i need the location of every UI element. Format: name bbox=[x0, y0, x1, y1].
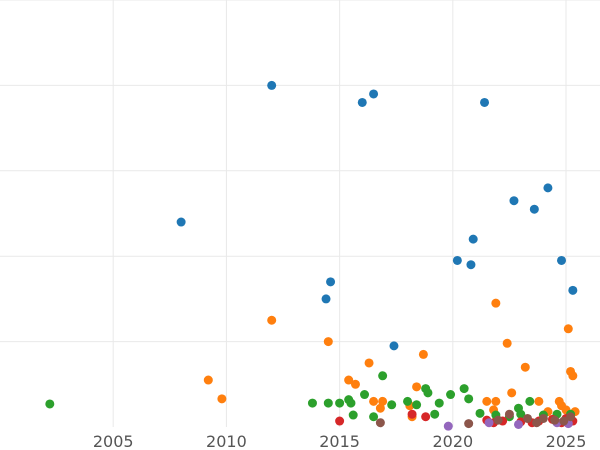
series-3-point-8 bbox=[369, 412, 379, 422]
series-2-point-12 bbox=[412, 382, 422, 392]
series-6-point-0 bbox=[375, 418, 385, 428]
series-1 bbox=[176, 80, 578, 351]
series-3-point-19 bbox=[464, 394, 474, 404]
series-2-point-3 bbox=[323, 337, 333, 347]
series-4-point-2 bbox=[421, 412, 431, 422]
series-6-point-6 bbox=[538, 413, 548, 423]
series-3-point-17 bbox=[446, 390, 456, 400]
series-1-point-15 bbox=[568, 285, 578, 295]
data-points bbox=[45, 80, 580, 431]
series-1-point-0 bbox=[176, 217, 186, 227]
series-3-point-10 bbox=[387, 400, 397, 410]
series-3-point-12 bbox=[412, 400, 422, 410]
series-2-point-6 bbox=[364, 358, 374, 368]
series-2 bbox=[203, 298, 580, 422]
series-3-point-5 bbox=[346, 398, 356, 408]
series-6-point-7 bbox=[550, 415, 560, 425]
series-3-point-20 bbox=[475, 408, 485, 418]
series-5-point-2 bbox=[513, 419, 523, 429]
x-tick-label: 2005 bbox=[93, 432, 134, 450]
series-3-point-11 bbox=[403, 396, 413, 406]
series-1-point-8 bbox=[466, 260, 476, 270]
series-6-point-4 bbox=[523, 413, 533, 423]
series-1-point-2 bbox=[321, 294, 331, 304]
x-axis-ticks: 2005 2010 2015 2020 2025 bbox=[93, 432, 587, 450]
series-2-point-9 bbox=[378, 396, 388, 406]
grid bbox=[0, 0, 600, 427]
series-2-point-7 bbox=[369, 396, 379, 406]
series-2-point-16 bbox=[491, 396, 501, 406]
series-4-point-1 bbox=[407, 409, 417, 419]
series-3-point-15 bbox=[430, 409, 440, 419]
series-2-point-13 bbox=[418, 349, 428, 359]
x-tick-label: 2010 bbox=[206, 432, 247, 450]
series-5-point-1 bbox=[484, 418, 494, 428]
series-1-point-7 bbox=[452, 255, 462, 265]
series-4-point-0 bbox=[335, 416, 345, 426]
series-3 bbox=[45, 371, 576, 422]
series-1-point-5 bbox=[369, 89, 379, 99]
series-1-point-1 bbox=[267, 80, 277, 90]
series-6 bbox=[375, 409, 576, 429]
series-3-point-9 bbox=[378, 371, 388, 381]
series-2-point-28 bbox=[568, 371, 578, 381]
series-6-point-3 bbox=[504, 409, 514, 419]
series-2-point-0 bbox=[203, 375, 213, 385]
series-3-point-18 bbox=[459, 384, 469, 394]
series-3-point-14 bbox=[423, 388, 433, 398]
series-1-point-9 bbox=[468, 234, 478, 244]
series-3-point-3 bbox=[335, 398, 345, 408]
series-2-point-8 bbox=[375, 403, 385, 413]
series-6-point-5 bbox=[532, 418, 542, 428]
series-2-point-17 bbox=[491, 298, 501, 308]
series-2-point-5 bbox=[350, 379, 360, 389]
x-tick-label: 2015 bbox=[319, 432, 360, 450]
x-tick-label: 2020 bbox=[432, 432, 473, 450]
series-1-point-6 bbox=[389, 341, 399, 351]
x-tick-label: 2025 bbox=[546, 432, 587, 450]
series-3-point-24 bbox=[516, 409, 526, 419]
series-3-point-0 bbox=[45, 399, 55, 409]
series-2-point-14 bbox=[482, 396, 492, 406]
series-2-point-1 bbox=[217, 394, 227, 404]
series-2-point-21 bbox=[534, 396, 544, 406]
series-5-point-0 bbox=[443, 421, 453, 431]
series-1-point-10 bbox=[480, 97, 490, 107]
series-3-point-7 bbox=[360, 390, 370, 400]
series-6-point-9 bbox=[566, 412, 576, 422]
series-1-point-12 bbox=[529, 204, 539, 214]
series-2-point-20 bbox=[520, 362, 530, 372]
series-3-point-25 bbox=[525, 396, 535, 406]
series-1-point-3 bbox=[326, 277, 336, 287]
series-6-point-2 bbox=[493, 415, 503, 425]
series-3-point-6 bbox=[348, 410, 358, 420]
series-6-point-1 bbox=[464, 419, 474, 429]
series-2-point-2 bbox=[267, 315, 277, 325]
series-1-point-13 bbox=[543, 183, 553, 193]
series-6-point-8 bbox=[559, 416, 569, 426]
series-2-point-18 bbox=[502, 338, 512, 348]
series-2-point-19 bbox=[507, 388, 517, 398]
series-1-point-4 bbox=[357, 97, 367, 107]
series-2-point-4 bbox=[344, 375, 354, 385]
series-3-point-2 bbox=[323, 398, 333, 408]
series-3-point-1 bbox=[307, 398, 317, 408]
series-1-point-14 bbox=[557, 255, 567, 265]
series-3-point-16 bbox=[434, 398, 444, 408]
series-2-point-26 bbox=[563, 324, 573, 334]
series-1-point-11 bbox=[509, 196, 519, 206]
